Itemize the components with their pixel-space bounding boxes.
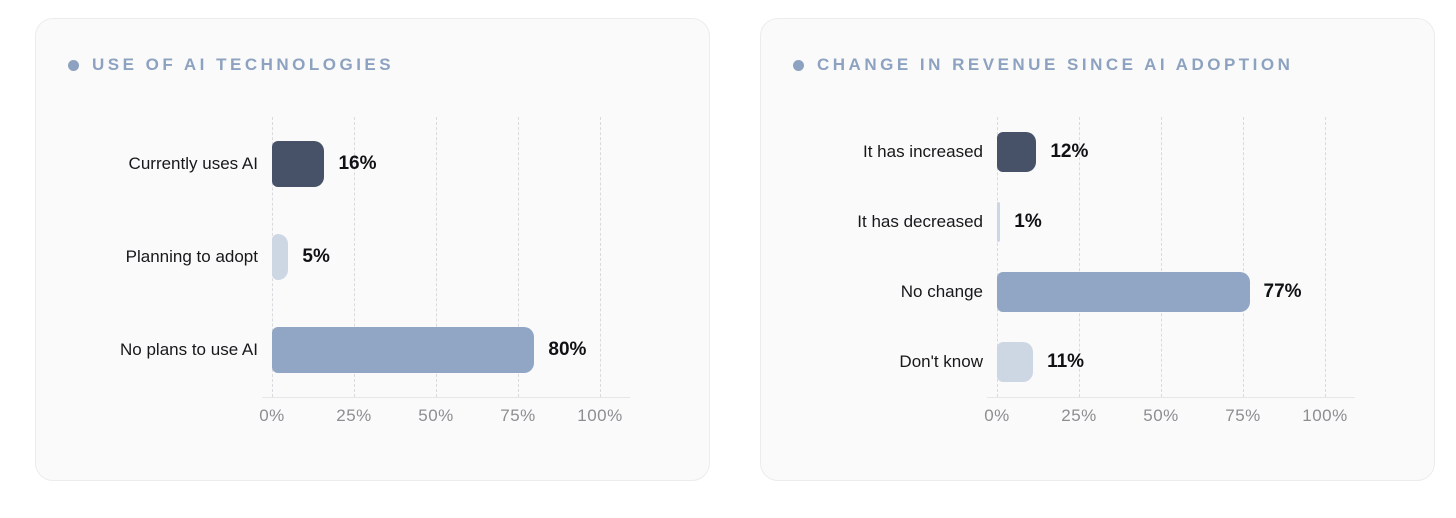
chart-row: It has decreased 1% [793,187,1402,257]
gridline [518,117,519,397]
value-label: 11% [1047,351,1085,372]
axis-tick-label: 25% [1061,406,1097,425]
value-label: 80% [548,339,587,361]
bar [272,327,535,374]
value-label: 77% [1263,281,1302,302]
bar-chart-use-of-ai: Currently uses AI 16% Planning to adopt 5% N… [68,117,677,433]
chart-card-use-of-ai: USE OF AI TECHNOLOGIES Currently uses AI… [35,18,710,481]
chart-row: Currently uses AI 16% [68,117,677,210]
chart-header: CHANGE IN REVENUE SINCE AI ADOPTION [793,55,1402,75]
chart-plot-area: Currently uses AI 16% Planning to adopt 5% N… [68,117,677,397]
axis-tick-label: 0% [259,406,285,425]
gridline [1079,117,1080,397]
bar [272,233,289,280]
gridline [1243,117,1244,397]
chart-title: CHANGE IN REVENUE SINCE AI ADOPTION [817,55,1294,74]
bar-track: 11% [997,327,1325,397]
bar [997,132,1037,172]
bar-track: 1% [997,187,1325,257]
chart-row: It has increased 12% [793,117,1402,187]
chart-title: USE OF AI TECHNOLOGIES [92,55,395,74]
bar-chart-revenue-change: It has increased 12% It has decreased 1% No … [793,117,1402,433]
axis-tick-label: 100% [1302,406,1348,425]
bullet-icon [793,59,804,71]
axis-tick-label: 75% [500,406,536,425]
category-label: It has increased [862,142,983,161]
axis-tick-label: 50% [1143,406,1179,425]
category-label: No plans to use AI [120,340,258,360]
bar-track: 12% [997,117,1325,187]
x-axis: 0% 25% 50% 75% 100% [259,397,630,433]
chart-card-revenue-change: CHANGE IN REVENUE SINCE AI ADOPTION It h… [760,18,1435,481]
bar-track: 80% [272,304,600,397]
category-label: Don't know [899,352,983,371]
category-label: It has decreased [857,212,983,231]
bullet-icon [68,59,79,71]
chart-plot-area: It has increased 12% It has decreased 1% No … [793,117,1402,397]
bar-track: 5% [272,210,600,303]
bar-track: 77% [997,257,1325,327]
bar [997,202,1001,242]
gridline [1161,117,1162,397]
axis-tick-label: 0% [984,406,1010,425]
chart-header: USE OF AI TECHNOLOGIES [68,55,677,75]
axis-tick-label: 75% [1225,406,1261,425]
gridline [1325,117,1326,397]
gridline [600,117,601,397]
gridline [997,117,998,397]
bar [997,272,1250,312]
value-label: 16% [338,152,377,174]
axis-tick-label: 50% [418,406,454,425]
category-label: Currently uses AI [128,153,258,173]
chart-row: No plans to use AI 80% [68,304,677,397]
ai-survey-dashboard: USE OF AI TECHNOLOGIES Currently uses AI… [35,18,1435,481]
value-label: 12% [1050,141,1089,162]
chart-row: Planning to adopt 5% [68,210,677,303]
bar [272,140,325,187]
bar [997,342,1034,382]
bar-track: 16% [272,117,600,210]
gridlines [997,117,1326,397]
category-label: Planning to adopt [125,246,258,266]
chart-row: Don't know 11% [793,327,1402,397]
gridline [354,117,355,397]
gridline [436,117,437,397]
value-label: 5% [302,245,330,267]
category-label: No change [900,282,983,301]
value-label: 1% [1014,211,1042,232]
axis-tick-label: 100% [577,406,623,425]
x-axis: 0% 25% 50% 75% 100% [984,397,1355,433]
axis-tick-label: 25% [336,406,372,425]
chart-row: No change 77% [793,257,1402,327]
